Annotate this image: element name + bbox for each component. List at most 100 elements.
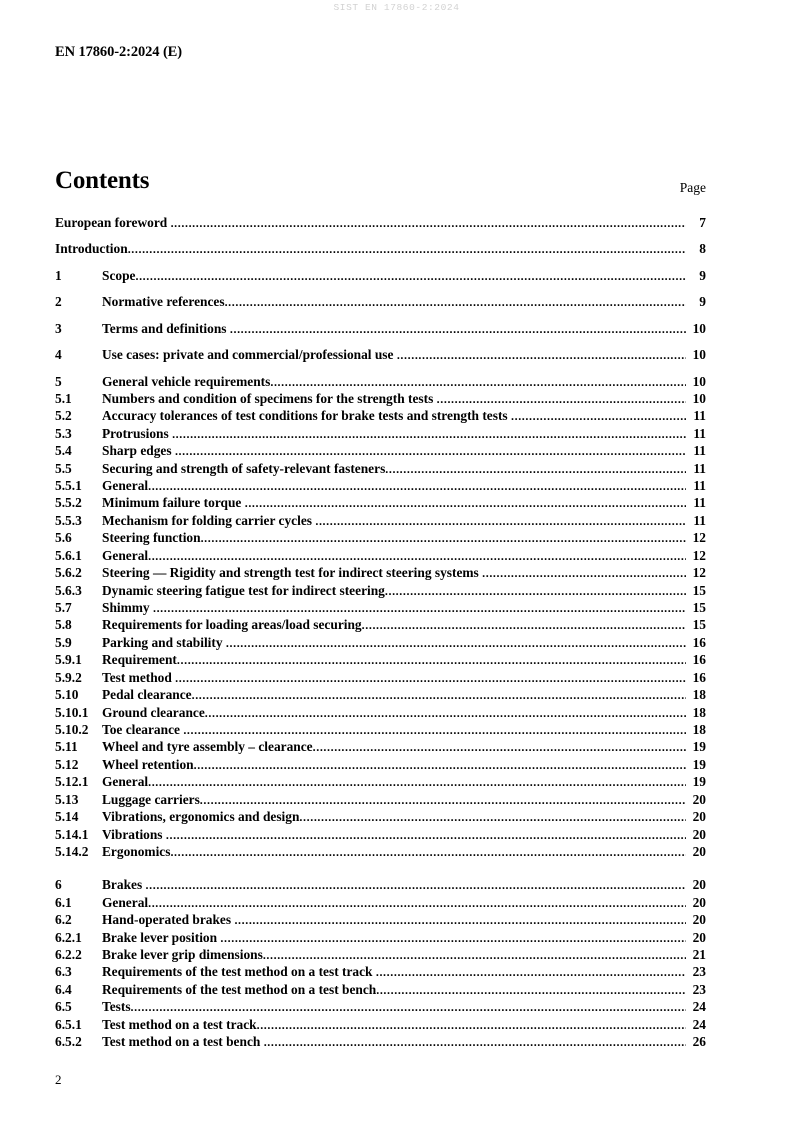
toc-entry[interactable]: 6 Brakes 20	[55, 876, 706, 893]
toc-dot-leader	[362, 619, 686, 631]
toc-entry-page: 15	[692, 582, 706, 598]
toc-entry-title: Parking and stability	[102, 634, 223, 650]
toc-entry[interactable]: 6.5.1 Test method on a test track 24	[55, 1016, 706, 1033]
toc-entry-number: 6.2.2	[55, 947, 82, 963]
toc-entry[interactable]: 5.6.3 Dynamic steering fatigue test for i…	[55, 582, 706, 599]
toc-entry[interactable]: 5.1 Numbers and condition of specimens fo…	[55, 390, 706, 407]
toc-entry[interactable]: 6.1 General 20	[55, 894, 706, 911]
toc-entry[interactable]: 2 Normative references 9	[55, 293, 706, 310]
toc-entry[interactable]: 5.12.1 General 19	[55, 773, 706, 790]
toc-entry[interactable]: 5 General vehicle requirements 10	[55, 373, 706, 390]
toc-entry-page: 20	[692, 929, 706, 945]
toc-entry-title: European foreword	[55, 215, 168, 230]
toc-dot-leader	[313, 741, 686, 753]
toc-entry-page: 20	[692, 912, 706, 928]
toc-entry-number: 5.5.1	[55, 478, 82, 494]
toc-entry-number: 4	[55, 347, 62, 363]
toc-entry-page: 11	[693, 512, 706, 528]
toc-entry[interactable]: 6.2.1 Brake lever position 20	[55, 929, 706, 946]
toc-entry-title: General	[102, 478, 149, 494]
toc-dot-leader	[270, 376, 686, 388]
toc-entry-number: 5.14.1	[55, 826, 89, 842]
toc-entry-title: Brakes	[102, 877, 143, 893]
toc-dot-leader	[230, 323, 686, 335]
toc-entry[interactable]: 5.2 Accuracy tolerances of test condition…	[55, 407, 706, 424]
toc-entry[interactable]: 5.11 Wheel and tyre assembly – clearance 1…	[55, 738, 706, 755]
toc-entry[interactable]: European foreword 7	[55, 214, 706, 231]
toc-entry-page: 18	[692, 704, 706, 720]
toc-entry-page: 18	[692, 687, 706, 703]
toc-entry-title: Ground clearance	[102, 704, 205, 720]
toc-entry-number: 5.2	[55, 408, 72, 424]
toc-entry[interactable]: 5.12 Wheel retention 19	[55, 756, 706, 773]
toc-entry[interactable]: 6.2.2 Brake lever grip dimensions 21	[55, 946, 706, 963]
toc-entry[interactable]: 5.9.2 Test method 16	[55, 669, 706, 686]
toc-entry[interactable]: 5.5.2 Minimum failure torque 11	[55, 494, 706, 511]
toc-entry-title: Vibrations, ergonomics and design	[102, 809, 300, 825]
toc-entry[interactable]: 5.3 Protrusions 11	[55, 425, 706, 442]
toc-entry-number: 6.3	[55, 964, 72, 980]
toc-entry-page: 7	[699, 215, 706, 230]
toc-entry[interactable]: 5.8 Requirements for loading areas/load s…	[55, 616, 706, 633]
toc-entry[interactable]: 5.6.1 General 12	[55, 547, 706, 564]
toc-entry-number: 5.1	[55, 390, 72, 406]
toc-entry[interactable]: 6.4 Requirements of the test method on a …	[55, 981, 706, 998]
toc-entry-number: 5.14	[55, 809, 79, 825]
toc-entry-title: Securing and strength of safety-relevant…	[102, 460, 386, 476]
toc-entry-number: 5.14.2	[55, 843, 89, 859]
toc-entry[interactable]: 1 Scope 9	[55, 267, 706, 284]
toc-entry[interactable]: 5.10.2 Toe clearance 18	[55, 721, 706, 738]
toc-entry-title: Scope	[102, 267, 136, 283]
toc-entry-page: 16	[692, 669, 706, 685]
toc-entry[interactable]: 6.3 Requirements of the test method on a …	[55, 963, 706, 980]
toc-entry-title: Steering — Rigidity and strength test fo…	[102, 565, 479, 581]
toc-entry-page: 11	[693, 408, 706, 424]
toc-entry-number: 5.6.3	[55, 582, 82, 598]
toc-dot-leader	[131, 1001, 686, 1013]
toc-entry-number: 5.5.3	[55, 512, 82, 528]
toc-entry[interactable]: 6.5.2 Test method on a test bench 26	[55, 1033, 706, 1050]
toc-entry[interactable]: 5.6 Steering function 12	[55, 529, 706, 546]
toc-entry-page: 24	[692, 1016, 706, 1032]
contents-header: Page Contents	[55, 168, 706, 195]
toc-entry[interactable]: Introduction 8	[55, 240, 706, 257]
toc-entry[interactable]: 6.2 Hand-operated brakes 20	[55, 911, 706, 928]
toc-entry-title: Mechanism for folding carrier cycles	[102, 512, 312, 528]
toc-entry[interactable]: 3 Terms and definitions 10	[55, 320, 706, 337]
toc-entry[interactable]: 5.14.1 Vibrations 20	[55, 826, 706, 843]
toc-entry-title: Terms and definitions	[102, 320, 227, 336]
toc-entry[interactable]: 5.5.3 Mechanism for folding carrier cycle…	[55, 512, 706, 529]
toc-entry-number: 5.10.1	[55, 704, 89, 720]
toc-entry-title: Luggage carriers	[102, 791, 200, 807]
toc-entry[interactable]: 5.7 Shimmy 15	[55, 599, 706, 616]
toc-dot-leader	[245, 497, 686, 509]
toc-entry[interactable]: 5.14 Vibrations, ergonomics and design 20	[55, 808, 706, 825]
toc-entry[interactable]: 5.4 Sharp edges 11	[55, 442, 706, 459]
toc-entry-number: 5.5.2	[55, 495, 82, 511]
toc-entry[interactable]: 5.14.2 Ergonomics 20	[55, 843, 706, 860]
toc-entry[interactable]: 5.10 Pedal clearance 18	[55, 686, 706, 703]
toc-dot-leader	[166, 829, 686, 841]
toc-entry[interactable]: 6.5 Tests 24	[55, 998, 706, 1015]
page-column-label: Page	[679, 180, 706, 195]
toc-entry-number: 5.8	[55, 617, 72, 633]
toc-entry[interactable]: 5.9.1 Requirement 16	[55, 651, 706, 668]
toc-entry-page: 12	[692, 565, 706, 581]
toc-dot-leader	[128, 243, 686, 255]
toc-entry-page: 16	[692, 652, 706, 668]
toc-entry[interactable]: 5.6.2 Steering — Rigidity and strength te…	[55, 564, 706, 581]
toc-entry[interactable]: 5.5 Securing and strength of safety-relev…	[55, 460, 706, 477]
toc-entry[interactable]: 5.9 Parking and stability 16	[55, 634, 706, 651]
toc-dot-leader	[148, 550, 686, 562]
toc-entry-title: Sharp edges	[102, 443, 172, 459]
toc-entry-title: Test method on a test bench	[102, 1034, 261, 1050]
toc-entry[interactable]: 5.5.1 General 11	[55, 477, 706, 494]
toc-entry[interactable]: 4 Use cases: private and commercial/profe…	[55, 346, 706, 363]
toc-entry[interactable]: 5.10.1 Ground clearance 18	[55, 704, 706, 721]
toc-entry-page: 23	[692, 981, 706, 997]
toc-entry[interactable]: 5.13 Luggage carriers 20	[55, 791, 706, 808]
toc-dot-leader	[397, 349, 686, 361]
toc-dot-leader	[148, 480, 686, 492]
toc-entry-number: 5.5	[55, 460, 72, 476]
toc-entry-page: 20	[692, 843, 706, 859]
